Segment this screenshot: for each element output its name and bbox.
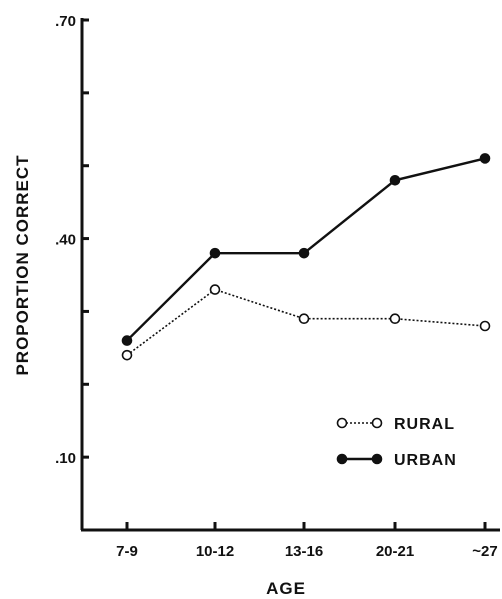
data-point-rural-3 xyxy=(389,313,401,325)
x-tick-label-1: 10-12 xyxy=(196,543,234,560)
y-tick-label-0: .70 xyxy=(55,13,76,30)
legend-label-urban: URBAN xyxy=(394,452,457,469)
data-point-rural-0 xyxy=(121,349,133,361)
data-point-urban-3 xyxy=(389,174,401,186)
legend-marker-right-rural xyxy=(371,417,383,429)
data-point-rural-1 xyxy=(209,284,221,295)
x-axis-title: AGE xyxy=(266,579,306,598)
chart-legend: RURAL URBAN xyxy=(336,416,457,469)
y-tick-label-1: .40 xyxy=(55,232,76,249)
data-point-urban-1 xyxy=(209,247,221,259)
data-point-rural-2 xyxy=(298,313,310,325)
y-axis-title: PROPORTION CORRECT xyxy=(13,154,32,375)
x-tick-label-4: ~27 xyxy=(472,543,497,560)
y-tick-label-2: .10 xyxy=(55,450,76,467)
legend-marker-left-rural xyxy=(336,417,348,429)
legend-label-rural: RURAL xyxy=(394,416,455,433)
data-point-urban-4 xyxy=(479,153,491,164)
chart-axes: .70 .40 .10 7-9 10-12 13-16 20-21 ~27 xyxy=(55,13,500,560)
data-point-urban-0 xyxy=(121,335,133,346)
data-point-urban-2 xyxy=(298,247,310,259)
x-tick-label-3: 20-21 xyxy=(376,543,414,560)
x-tick-label-2: 13-16 xyxy=(285,543,323,560)
series-line-rural xyxy=(126,288,486,356)
data-point-rural-4 xyxy=(479,320,491,332)
x-tick-label-0: 7-9 xyxy=(116,543,138,560)
series-layer xyxy=(121,153,491,361)
legend-marker-left-urban xyxy=(336,453,348,465)
legend-marker-right-urban xyxy=(371,453,383,465)
